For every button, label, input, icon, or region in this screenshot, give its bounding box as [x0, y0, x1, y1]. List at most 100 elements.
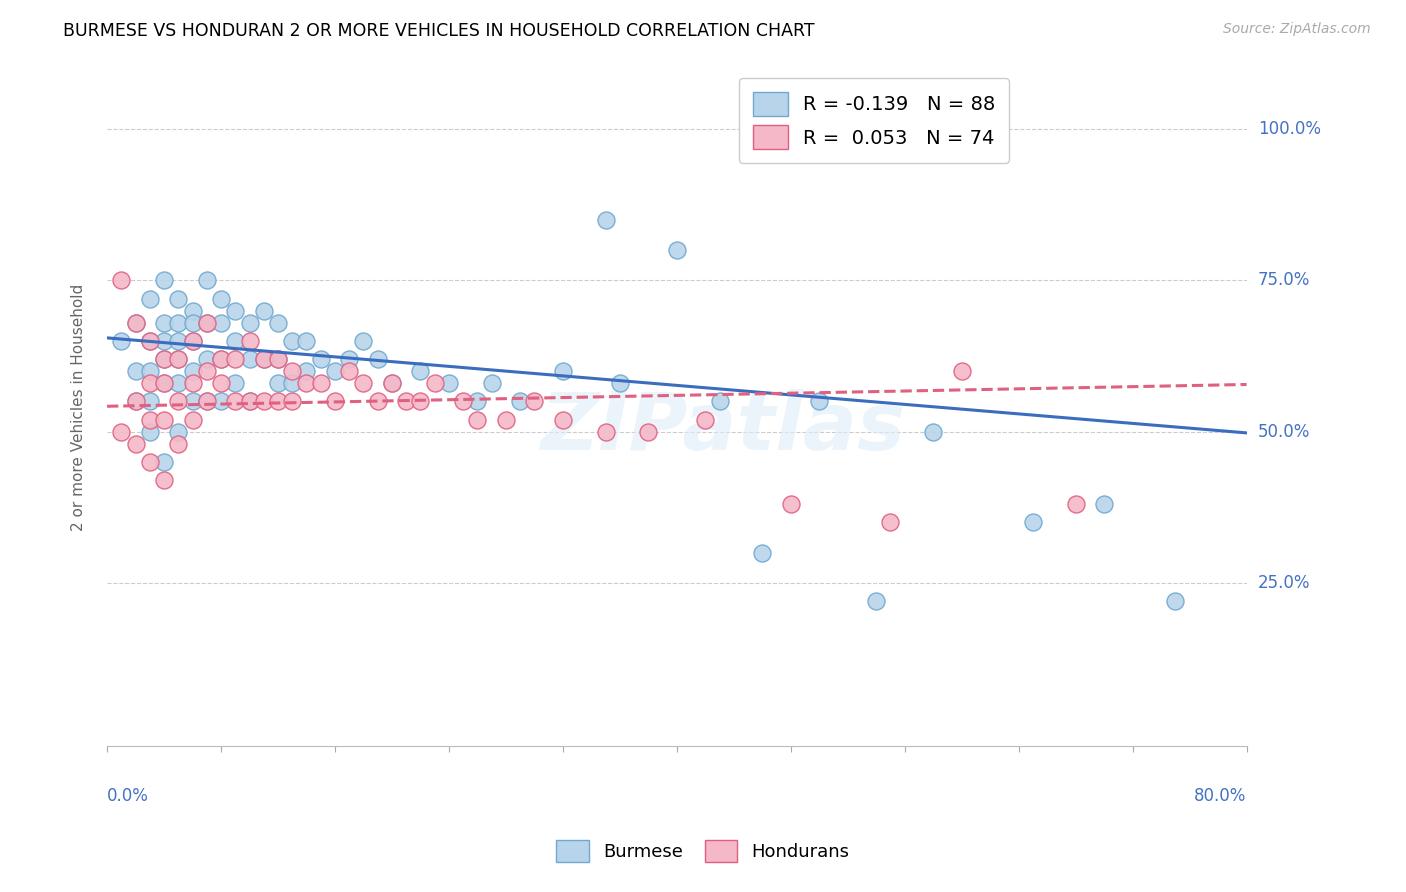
Point — [1164, 594, 1187, 608]
Legend: Burmese, Hondurans: Burmese, Hondurans — [550, 833, 856, 870]
Point — [267, 352, 290, 367]
Point — [253, 352, 276, 367]
Point — [381, 376, 404, 391]
Point — [181, 334, 204, 348]
Point — [167, 292, 190, 306]
Point — [139, 364, 162, 378]
Point — [309, 352, 332, 367]
Point — [153, 352, 176, 367]
Point — [153, 412, 176, 426]
Point — [267, 376, 290, 391]
Point — [495, 412, 517, 426]
Point — [153, 455, 176, 469]
Point — [195, 394, 218, 409]
Point — [323, 364, 346, 378]
Point — [124, 316, 146, 330]
Point — [395, 394, 418, 409]
Point — [337, 352, 360, 367]
Point — [665, 243, 688, 257]
Point — [181, 364, 204, 378]
Point — [238, 394, 260, 409]
Point — [437, 376, 460, 391]
Point — [195, 352, 218, 367]
Point — [295, 364, 318, 378]
Point — [195, 316, 218, 330]
Point — [224, 303, 246, 318]
Point — [1064, 497, 1087, 511]
Point — [595, 212, 617, 227]
Point — [209, 394, 232, 409]
Point — [423, 376, 446, 391]
Point — [153, 273, 176, 287]
Text: 0.0%: 0.0% — [107, 787, 149, 805]
Point — [167, 352, 190, 367]
Point — [139, 292, 162, 306]
Point — [139, 394, 162, 409]
Point — [409, 394, 432, 409]
Point — [309, 376, 332, 391]
Point — [253, 394, 276, 409]
Point — [167, 352, 190, 367]
Point — [695, 412, 717, 426]
Point — [922, 425, 945, 439]
Point — [209, 352, 232, 367]
Point — [224, 376, 246, 391]
Point — [281, 376, 304, 391]
Point — [238, 352, 260, 367]
Point — [409, 364, 432, 378]
Point — [353, 334, 375, 348]
Point — [139, 334, 162, 348]
Point — [353, 376, 375, 391]
Point — [209, 292, 232, 306]
Point — [709, 394, 731, 409]
Point — [209, 316, 232, 330]
Point — [181, 334, 204, 348]
Point — [253, 352, 276, 367]
Text: 25.0%: 25.0% — [1258, 574, 1310, 592]
Point — [110, 334, 132, 348]
Y-axis label: 2 or more Vehicles in Household: 2 or more Vehicles in Household — [72, 284, 86, 531]
Point — [295, 376, 318, 391]
Point — [609, 376, 631, 391]
Text: 100.0%: 100.0% — [1258, 120, 1320, 138]
Point — [551, 412, 574, 426]
Point — [224, 334, 246, 348]
Point — [195, 273, 218, 287]
Point — [124, 394, 146, 409]
Point — [153, 334, 176, 348]
Point — [167, 437, 190, 451]
Point — [267, 316, 290, 330]
Point — [367, 352, 389, 367]
Point — [153, 376, 176, 391]
Point — [124, 394, 146, 409]
Point — [153, 352, 176, 367]
Point — [253, 303, 276, 318]
Point — [808, 394, 831, 409]
Point — [281, 334, 304, 348]
Legend: R = -0.139   N = 88, R =  0.053   N = 74: R = -0.139 N = 88, R = 0.053 N = 74 — [740, 78, 1010, 162]
Point — [467, 394, 489, 409]
Point — [950, 364, 973, 378]
Point — [238, 394, 260, 409]
Point — [167, 376, 190, 391]
Text: ZIPatlas: ZIPatlas — [540, 389, 905, 467]
Point — [267, 352, 290, 367]
Point — [110, 273, 132, 287]
Point — [139, 455, 162, 469]
Point — [551, 364, 574, 378]
Point — [167, 394, 190, 409]
Point — [124, 364, 146, 378]
Point — [481, 376, 503, 391]
Point — [238, 316, 260, 330]
Point — [381, 376, 404, 391]
Text: 50.0%: 50.0% — [1258, 423, 1310, 441]
Point — [451, 394, 474, 409]
Point — [509, 394, 531, 409]
Point — [139, 376, 162, 391]
Point — [181, 316, 204, 330]
Point — [153, 316, 176, 330]
Point — [167, 334, 190, 348]
Point — [337, 364, 360, 378]
Point — [238, 334, 260, 348]
Point — [209, 352, 232, 367]
